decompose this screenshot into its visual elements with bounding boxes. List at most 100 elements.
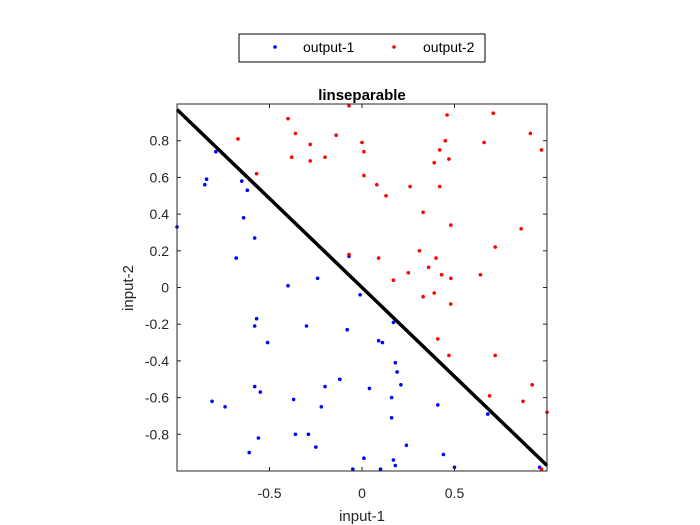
point-output-2-30 xyxy=(376,256,381,260)
decision-boundary-line xyxy=(175,108,549,467)
point-output-1-34 xyxy=(223,405,227,409)
point-output-1-43 xyxy=(436,403,440,407)
point-output-1-29 xyxy=(319,405,324,409)
point-output-1-9 xyxy=(286,283,290,288)
chart-title: linseparable xyxy=(318,87,406,104)
point-output-1-8 xyxy=(252,236,257,240)
point-output-1-7 xyxy=(234,256,238,260)
point-output-2-41 xyxy=(432,291,437,295)
y-tick-label-0: -0.8 xyxy=(145,426,169,442)
point-output-1-17 xyxy=(358,293,362,297)
point-output-2-13 xyxy=(539,148,544,152)
point-output-2-2 xyxy=(445,113,449,117)
point-output-2-11 xyxy=(482,140,486,145)
point-output-2-42 xyxy=(449,302,453,306)
point-output-2-34 xyxy=(391,278,396,283)
point-output-1-14 xyxy=(265,340,270,345)
point-output-1-20 xyxy=(391,320,396,325)
plot-area xyxy=(175,103,549,472)
point-output-1-37 xyxy=(306,432,311,437)
point-output-2-3 xyxy=(491,111,496,115)
point-output-2-40 xyxy=(421,294,425,299)
legend-box xyxy=(238,33,486,63)
legend-label-output-1: output-1 xyxy=(303,39,355,55)
point-output-2-8 xyxy=(360,140,364,145)
point-output-2-44 xyxy=(447,353,451,358)
legend-marker-output-1 xyxy=(273,45,277,49)
point-output-1-2 xyxy=(203,182,207,187)
point-output-2-5 xyxy=(293,131,298,136)
x-tick-label-0: -0.5 xyxy=(257,485,281,501)
point-output-2-20 xyxy=(384,194,388,198)
point-output-1-33 xyxy=(210,399,214,404)
point-output-2-48 xyxy=(521,399,525,404)
point-output-2-9 xyxy=(362,149,366,154)
point-output-1-31 xyxy=(389,395,394,400)
point-output-1-48 xyxy=(378,467,383,472)
point-output-2-15 xyxy=(289,155,294,159)
point-output-1-6 xyxy=(241,216,246,220)
point-output-1-16 xyxy=(345,327,350,332)
point-output-2-17 xyxy=(323,155,327,159)
point-output-2-6 xyxy=(308,142,313,147)
point-output-2-50 xyxy=(539,467,544,472)
point-output-1-39 xyxy=(247,450,251,455)
point-output-2-19 xyxy=(375,182,379,187)
point-output-2-0 xyxy=(286,116,290,121)
y-tick-label-5: 0.2 xyxy=(150,243,170,259)
y-axis-ticks: -0.8 -0.6 -0.4 -0.2 0 0.2 0.4 0.6 0.8 xyxy=(145,133,547,442)
y-tick-label-7: 0.6 xyxy=(150,169,170,185)
point-output-1-25 xyxy=(258,390,263,394)
x-tick-label-2: 0.5 xyxy=(445,485,465,501)
point-output-2-21 xyxy=(408,184,412,189)
point-output-2-7 xyxy=(334,133,338,137)
point-output-2-32 xyxy=(434,256,438,260)
point-output-2-26 xyxy=(421,210,425,215)
point-output-1-21 xyxy=(393,360,398,365)
point-output-2-16 xyxy=(308,159,313,163)
point-output-1-30 xyxy=(367,386,372,391)
point-output-2-43 xyxy=(436,337,440,341)
point-output-2-45 xyxy=(493,353,498,358)
point-output-2-18 xyxy=(362,173,366,178)
point-output-1-38 xyxy=(314,445,318,449)
point-output-2-1 xyxy=(347,104,351,108)
point-output-2-4 xyxy=(236,137,240,141)
point-output-1-10 xyxy=(315,276,320,281)
point-output-1-15 xyxy=(304,324,309,328)
point-output-2-46 xyxy=(530,383,534,387)
y-axis-label: input-2 xyxy=(120,265,137,311)
point-output-1-41 xyxy=(393,463,398,468)
point-output-1-3 xyxy=(214,149,218,154)
point-output-1-47 xyxy=(362,456,366,461)
point-output-1-1 xyxy=(204,177,209,181)
x-axis-label: input-1 xyxy=(339,508,385,525)
point-output-2-23 xyxy=(437,148,442,152)
point-output-1-5 xyxy=(245,188,250,192)
point-output-2-28 xyxy=(519,227,523,231)
point-output-1-24 xyxy=(252,384,257,389)
x-axis-ticks: -0.5 0 0.5 xyxy=(257,104,464,501)
point-output-1-49 xyxy=(486,412,490,416)
point-output-2-37 xyxy=(439,272,444,277)
point-output-2-38 xyxy=(449,276,453,281)
point-output-2-39 xyxy=(478,272,483,277)
point-output-1-46 xyxy=(351,467,355,472)
point-output-1-32 xyxy=(389,416,394,420)
point-output-1-44 xyxy=(441,452,446,457)
point-output-1-36 xyxy=(293,432,298,437)
point-output-1-13 xyxy=(252,324,257,328)
point-output-1-12 xyxy=(254,316,259,321)
legend-label-output-2: output-2 xyxy=(423,39,475,55)
point-output-2-10 xyxy=(443,138,448,143)
point-output-2-12 xyxy=(528,131,533,136)
point-output-2-35 xyxy=(406,271,411,275)
point-output-1-22 xyxy=(395,370,399,374)
point-output-1-4 xyxy=(240,179,244,183)
legend-marker-output-2 xyxy=(392,45,396,49)
point-output-1-27 xyxy=(323,384,327,389)
legend: output-1 output-2 xyxy=(238,33,486,63)
y-tick-label-4: 0 xyxy=(161,280,169,296)
point-output-2-31 xyxy=(417,249,422,253)
